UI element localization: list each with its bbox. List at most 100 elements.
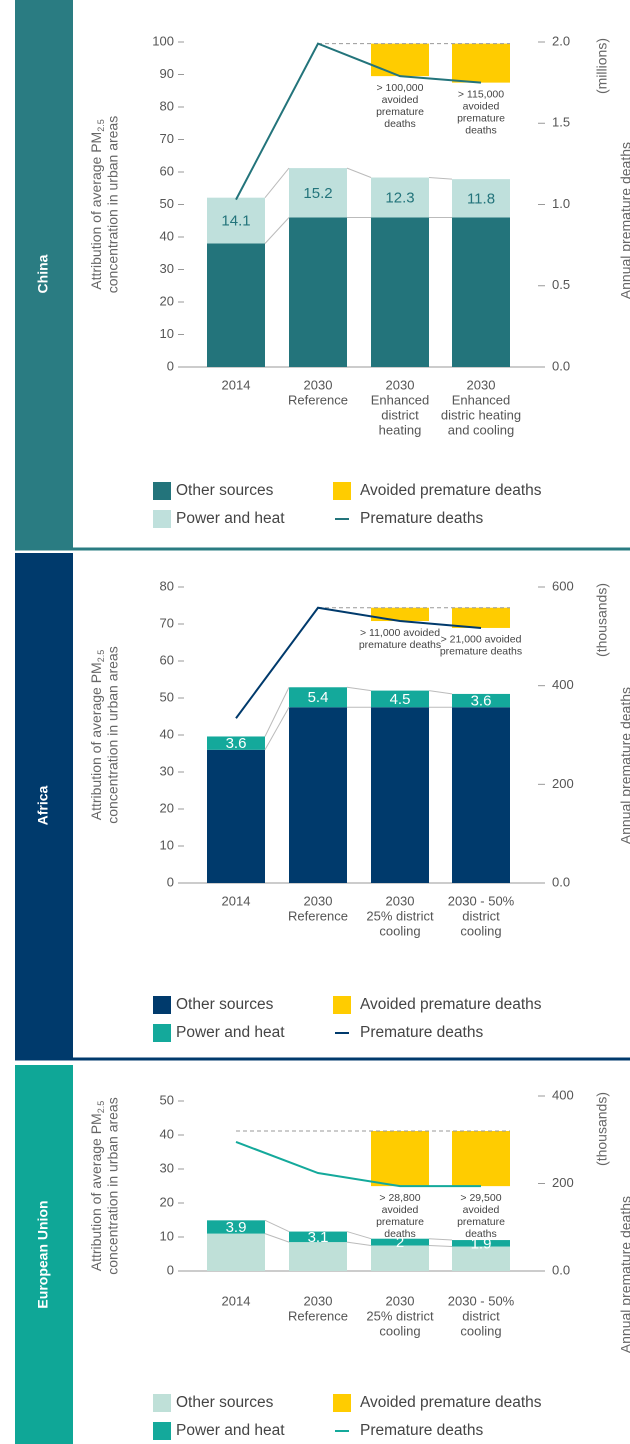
connector bbox=[264, 1219, 290, 1233]
bar bbox=[289, 217, 347, 367]
avoided-bar bbox=[452, 1131, 510, 1187]
x-tick-label: 2030 bbox=[386, 893, 415, 908]
connector bbox=[428, 1245, 453, 1248]
y-tick-label: 80 bbox=[160, 98, 174, 113]
y-tick-label: 10 bbox=[160, 837, 174, 852]
legend-label: Power and heat bbox=[176, 1422, 285, 1439]
avoided-bar bbox=[452, 43, 510, 83]
bar bbox=[452, 707, 510, 883]
y2-axis-title: Annual premature deaths bbox=[618, 142, 630, 299]
y2-tick-label: 0.5 bbox=[552, 277, 570, 292]
y-tick-label: 20 bbox=[160, 1194, 174, 1209]
x-tick-label: Reference bbox=[288, 392, 348, 407]
y2-tick-label: 1.5 bbox=[552, 115, 570, 130]
x-tick-label: district bbox=[381, 407, 419, 422]
bar bbox=[207, 197, 265, 244]
avoided-bar bbox=[371, 607, 429, 622]
x-tick-label: district bbox=[462, 1308, 500, 1323]
annotation: premature bbox=[457, 112, 505, 124]
connector bbox=[264, 167, 290, 198]
y-tick-label: 70 bbox=[160, 131, 174, 146]
x-tick-label: cooling bbox=[379, 1323, 420, 1338]
bar-label: 12.3 bbox=[385, 189, 414, 206]
y-tick-label: 50 bbox=[160, 1092, 174, 1107]
bar bbox=[452, 179, 510, 218]
bar bbox=[371, 217, 429, 367]
x-tick-label: distric heating bbox=[441, 407, 521, 422]
bar-label: 2 bbox=[396, 1234, 404, 1251]
bar bbox=[452, 1246, 510, 1271]
y-tick-label: 0 bbox=[167, 358, 174, 373]
bar bbox=[371, 1245, 429, 1271]
bar bbox=[289, 1231, 347, 1243]
annotation: deaths bbox=[465, 124, 497, 136]
region-band bbox=[15, 0, 73, 548]
region-label: European Union bbox=[35, 1200, 51, 1308]
legend-swatch bbox=[153, 1422, 171, 1440]
y-tick-label: 100 bbox=[152, 33, 174, 48]
y-tick-label: 0 bbox=[167, 874, 174, 889]
y2-axis-title: Annual premature deaths bbox=[618, 687, 630, 844]
x-tick-label: 2030 - 50% bbox=[448, 1293, 515, 1308]
bar bbox=[452, 1240, 510, 1247]
annotation: premature deaths bbox=[440, 646, 522, 658]
legend-label: Avoided premature deaths bbox=[360, 996, 542, 1013]
bar bbox=[371, 690, 429, 708]
connector bbox=[264, 217, 290, 244]
bar bbox=[207, 736, 265, 750]
annotation: > 21,000 avoided bbox=[441, 634, 522, 646]
legend-swatch bbox=[153, 1394, 171, 1412]
y-axis-title-sub: 2.5 bbox=[96, 119, 106, 132]
legend-swatch bbox=[333, 996, 351, 1014]
y2-tick-label: 400 bbox=[552, 1087, 574, 1102]
annotation: > 115,000 bbox=[458, 88, 504, 100]
avoided-bar bbox=[371, 43, 429, 77]
y-tick-label: 60 bbox=[160, 163, 174, 178]
x-tick-label: 2030 bbox=[386, 377, 415, 392]
x-tick-label: cooling bbox=[379, 923, 420, 938]
deaths-line bbox=[235, 606, 482, 719]
annotation: premature bbox=[376, 106, 424, 118]
connector bbox=[428, 690, 453, 695]
y2-tick-label: 0.0 bbox=[552, 874, 570, 889]
bar bbox=[207, 243, 265, 367]
bar-label: 15.2 bbox=[303, 185, 332, 202]
y-axis-title-text: Attribution of average PM bbox=[88, 132, 104, 290]
x-tick-label: Reference bbox=[288, 1308, 348, 1323]
y2-axis-unit: (thousands) bbox=[594, 583, 610, 657]
connector bbox=[428, 1238, 453, 1241]
annotation: premature bbox=[376, 1216, 424, 1228]
annotation: > 11,000 avoided bbox=[360, 627, 440, 639]
x-tick-label: 2014 bbox=[222, 893, 251, 908]
x-tick-label: district bbox=[462, 908, 500, 923]
legend-label: Premature deaths bbox=[360, 510, 483, 527]
legend-swatch bbox=[153, 996, 171, 1014]
y2-tick-label: 0.0 bbox=[552, 1262, 570, 1277]
y-tick-label: 30 bbox=[160, 763, 174, 778]
x-tick-label: cooling bbox=[460, 923, 501, 938]
y-tick-label: 30 bbox=[160, 261, 174, 276]
legend-label: Avoided premature deaths bbox=[360, 1394, 542, 1411]
deaths-line bbox=[235, 1141, 481, 1188]
x-tick-label: Enhanced bbox=[371, 392, 430, 407]
annotation: avoided bbox=[463, 100, 500, 112]
x-tick-label: 2030 bbox=[304, 893, 333, 908]
legend-label: Power and heat bbox=[176, 1024, 285, 1041]
x-tick-label: 2014 bbox=[222, 1293, 251, 1308]
y-tick-label: 10 bbox=[160, 1228, 174, 1243]
y-tick-label: 30 bbox=[160, 1160, 174, 1175]
annotation: > 29,500 bbox=[460, 1192, 501, 1204]
x-tick-label: 2030 bbox=[467, 377, 496, 392]
bar-label: 3.6 bbox=[471, 693, 492, 710]
annotation: > 28,800 bbox=[379, 1192, 420, 1204]
annotation: deaths bbox=[384, 1228, 416, 1240]
connector bbox=[346, 167, 372, 178]
bar bbox=[371, 1238, 429, 1246]
y-axis-title: Attribution of average PM2.5 bbox=[88, 1101, 107, 1272]
connector bbox=[346, 1231, 372, 1240]
annotation: avoided bbox=[382, 94, 419, 106]
y2-tick-label: 0.0 bbox=[552, 358, 570, 373]
bar-label: 4.5 bbox=[390, 691, 411, 708]
annotation: avoided bbox=[382, 1204, 419, 1216]
